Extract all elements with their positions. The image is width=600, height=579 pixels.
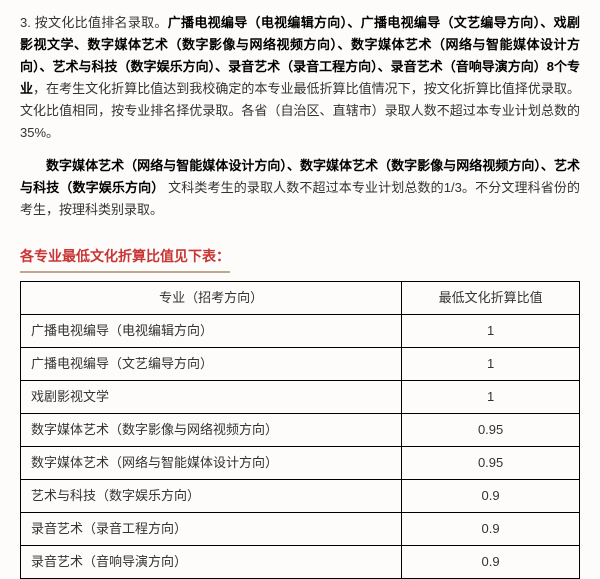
cell-ratio: 1 xyxy=(402,347,580,380)
table-header-row: 专业（招考方向） 最低文化折算比值 xyxy=(21,281,580,314)
table-row: 录音艺术（音响导演方向）0.9 xyxy=(21,546,580,579)
table-title: 各专业最低文化折算比值见下表： xyxy=(20,245,230,273)
table-row: 广播电视编导（文艺编导方向）1 xyxy=(21,347,580,380)
table-body: 广播电视编导（电视编辑方向）1 广播电视编导（文艺编导方向）1 戏剧影视文学1 … xyxy=(21,314,580,579)
cell-major: 戏剧影视文学 xyxy=(21,380,402,413)
ratio-table: 专业（招考方向） 最低文化折算比值 广播电视编导（电视编辑方向）1 广播电视编导… xyxy=(20,281,580,579)
cell-ratio: 0.9 xyxy=(402,480,580,513)
para1-prefix: 3. 按文化比值排名录取。 xyxy=(20,15,168,30)
table-row: 数字媒体艺术（网络与智能媒体设计方向）0.95 xyxy=(21,447,580,480)
cell-major: 广播电视编导（电视编辑方向） xyxy=(21,314,402,347)
cell-ratio: 0.9 xyxy=(402,513,580,546)
paragraph-2: 数字媒体艺术（网络与智能媒体设计方向）、数字媒体艺术（数字影像与网络视频方向）、… xyxy=(20,155,580,221)
cell-major: 数字媒体艺术（数字影像与网络视频方向） xyxy=(21,414,402,447)
table-row: 录音艺术（录音工程方向）0.9 xyxy=(21,513,580,546)
table-header-col1: 专业（招考方向） xyxy=(21,281,402,314)
cell-ratio: 0.9 xyxy=(402,546,580,579)
table-row: 数字媒体艺术（数字影像与网络视频方向）0.95 xyxy=(21,414,580,447)
table-row: 艺术与科技（数字娱乐方向）0.9 xyxy=(21,480,580,513)
cell-ratio: 0.95 xyxy=(402,414,580,447)
cell-ratio: 0.95 xyxy=(402,447,580,480)
table-header-col2: 最低文化折算比值 xyxy=(402,281,580,314)
table-row: 戏剧影视文学1 xyxy=(21,380,580,413)
cell-major: 广播电视编导（文艺编导方向） xyxy=(21,347,402,380)
table-row: 广播电视编导（电视编辑方向）1 xyxy=(21,314,580,347)
cell-major: 艺术与科技（数字娱乐方向） xyxy=(21,480,402,513)
paragraph-1: 3. 按文化比值排名录取。广播电视编导（电视编辑方向）、广播电视编导（文艺编导方… xyxy=(20,12,580,145)
cell-major: 录音艺术（录音工程方向） xyxy=(21,513,402,546)
para1-tail: ，在考生文化折算比值达到我校确定的本专业最低折算比值情况下，按文化折算比值择优录… xyxy=(20,81,580,140)
cell-major: 录音艺术（音响导演方向） xyxy=(21,546,402,579)
cell-major: 数字媒体艺术（网络与智能媒体设计方向） xyxy=(21,447,402,480)
cell-ratio: 1 xyxy=(402,314,580,347)
cell-ratio: 1 xyxy=(402,380,580,413)
